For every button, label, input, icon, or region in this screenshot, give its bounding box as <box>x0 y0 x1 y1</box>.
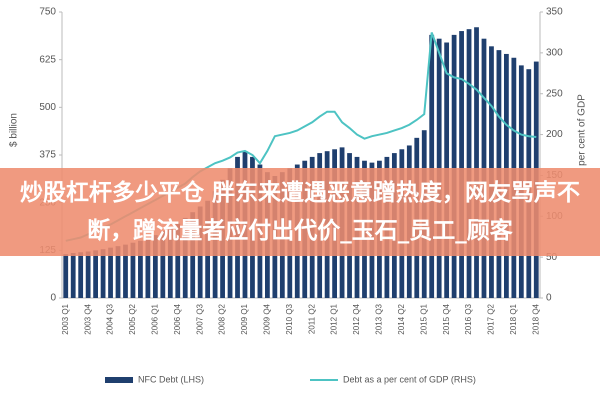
bar <box>78 252 84 298</box>
x-tick-label: 2007 Q3 <box>195 303 204 334</box>
x-tick-label: 2015 Q4 <box>442 303 451 334</box>
legend-label: Debt as a per cent of GDP (RHS) <box>343 374 476 384</box>
y-tick-label: 625 <box>39 54 56 65</box>
x-tick-label: 2003 Q1 <box>61 303 70 334</box>
bar <box>160 231 166 298</box>
bar <box>182 217 188 298</box>
x-tick-label: 2008 Q2 <box>218 303 227 334</box>
x-tick-label: 2011 Q2 <box>307 303 316 334</box>
legend-label: NFC Debt (LHS) <box>138 374 204 384</box>
bar <box>63 254 69 298</box>
x-tick-label: 2009 Q4 <box>263 303 272 334</box>
bar <box>429 34 435 298</box>
bar <box>466 29 472 298</box>
y-tick-label: 0 <box>50 293 56 304</box>
x-tick-label: 2004 Q3 <box>106 303 115 334</box>
banner: 炒股杠杆多少平仓 胖东来遭遇恶意蹭热度，网友骂声不断，蹭流量者应付出代价_玉石_… <box>0 168 600 256</box>
x-tick-label: 2003 Q4 <box>83 303 92 334</box>
y2-tick-label: 0 <box>546 293 552 304</box>
x-tick-label: 2018 Q1 <box>509 303 518 334</box>
x-tick-label: 2005 Q2 <box>128 303 137 334</box>
x-tick-label: 2017 Q2 <box>487 303 496 334</box>
x-tick-label: 2009 Q1 <box>240 303 249 334</box>
x-tick-label: 2006 Q4 <box>173 303 182 334</box>
bar <box>459 31 464 299</box>
bar <box>100 249 106 298</box>
x-tick-label: 2014 Q2 <box>397 303 406 334</box>
bar <box>70 253 76 298</box>
x-tick-label: 2012 Q1 <box>330 303 339 334</box>
y2-tick-label: 50 <box>546 252 558 263</box>
legend-swatch <box>105 377 133 383</box>
y2-tick-label: 300 <box>546 47 563 58</box>
bar <box>138 240 143 298</box>
bar <box>175 223 181 298</box>
bar <box>108 247 113 298</box>
bar <box>93 250 98 298</box>
y2-tick-label: 200 <box>546 129 563 140</box>
bar <box>474 27 479 299</box>
bar <box>130 242 136 298</box>
x-tick-label: 2016 Q3 <box>464 303 473 334</box>
x-tick-label: 2018 Q4 <box>531 303 540 334</box>
bar <box>85 251 91 298</box>
x-tick-label: 2012 Q4 <box>352 303 361 334</box>
bar <box>123 244 128 298</box>
y2-tick-label: 250 <box>546 88 563 99</box>
y-tick-label: 750 <box>39 7 56 18</box>
y-axis-label: $ billion <box>9 113 20 147</box>
y2-axis-label: per cent of GDP <box>577 94 588 166</box>
bar <box>152 235 158 298</box>
y-tick-label: 500 <box>39 102 56 113</box>
x-tick-label: 2006 Q1 <box>150 303 159 334</box>
x-tick-label: 2013 Q3 <box>375 303 384 334</box>
y-tick-label: 375 <box>39 150 56 161</box>
x-tick-label: 2015 Q1 <box>419 303 428 334</box>
bar <box>167 227 173 298</box>
bar <box>145 238 151 298</box>
bar <box>451 34 457 298</box>
bar <box>115 246 121 298</box>
y2-tick-label: 350 <box>546 7 563 18</box>
x-tick-label: 2010 Q3 <box>285 303 294 334</box>
